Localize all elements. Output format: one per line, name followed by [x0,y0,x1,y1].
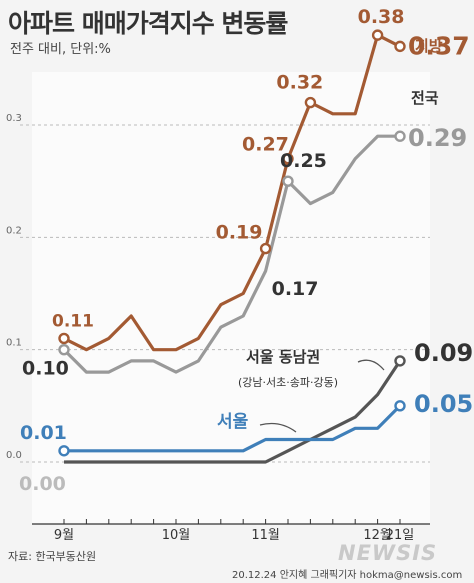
data-point [394,40,406,53]
data-point [58,332,70,345]
x-tick-label: 21일 [386,528,415,543]
series-name-label: 지방 [415,37,443,55]
data-label: 0.37 [408,31,470,60]
chart-title: 아파트 매매가격지수 변동률 [8,9,288,38]
chart-subtitle: 전주 대비, 단위:% [10,42,111,57]
gridlines [20,72,430,524]
series-line-1 [62,134,400,374]
data-label: 0.25 [280,150,327,172]
data-labels: 0.11 0.19 0.27 0.32 0.380.37 0.10 0.17 0.25 0.29… [19,6,473,495]
data-point [394,130,406,142]
data-label: 0.19 [216,222,263,244]
data-point [282,175,294,187]
data-label: 0.00 [19,473,66,495]
y-axis-ticks: 0.0 0.1 0.2 0.3 [6,113,22,461]
chart-header: 아파트 매매가격지수 변동률 전주 대비, 단위:% [0,0,474,62]
series-line-3 [64,404,402,453]
connector-arrow [259,422,297,433]
data-point [304,96,317,109]
x-tick-label: 12월 [363,528,392,543]
data-point [394,355,406,367]
x-tick-label: 10월 [162,528,191,543]
data-point [282,152,294,165]
data-label: 0.17 [272,278,319,300]
y-tick-label: 0.2 [6,225,22,236]
data-label: 0.01 [20,422,67,444]
y-tick-label: 0.1 [6,338,22,349]
series-lines [62,33,402,464]
series-line-2 [64,360,402,464]
data-point [58,343,70,356]
series-name-label: 서울 동남권 [246,348,320,366]
series-sub-label: (강남·서초·송파·강동) [238,376,338,389]
data-point [394,400,406,412]
series-name-label: 서울 [217,412,249,432]
source-note: 자료: 한국부동산원 [8,550,97,563]
data-label: 0.11 [52,311,94,331]
series-line-0 [63,33,401,352]
data-label: 0.29 [408,124,467,152]
y-tick-label: 0.3 [6,113,22,124]
data-point [58,445,70,457]
newsis-logo: NEWSIS [338,541,438,565]
y-tick-label: 0.0 [6,450,22,461]
data-label: 0.09 [414,339,473,367]
data-label: 0.10 [22,358,69,380]
x-tick-label: 9월 [54,528,74,543]
series-name-label: 전국 [411,89,439,107]
data-label: 0.38 [358,6,405,28]
connector-arrow [357,359,385,371]
data-label: 0.05 [414,390,473,418]
data-point [371,29,384,41]
x-tick-label: 11월 [251,528,280,543]
data-label: 0.32 [276,72,323,94]
data-point [259,242,272,255]
data-label: 0.27 [242,134,289,156]
credit-line: 20.12.24 안지혜 그래픽기자 hokma@newsis.com [232,570,463,581]
